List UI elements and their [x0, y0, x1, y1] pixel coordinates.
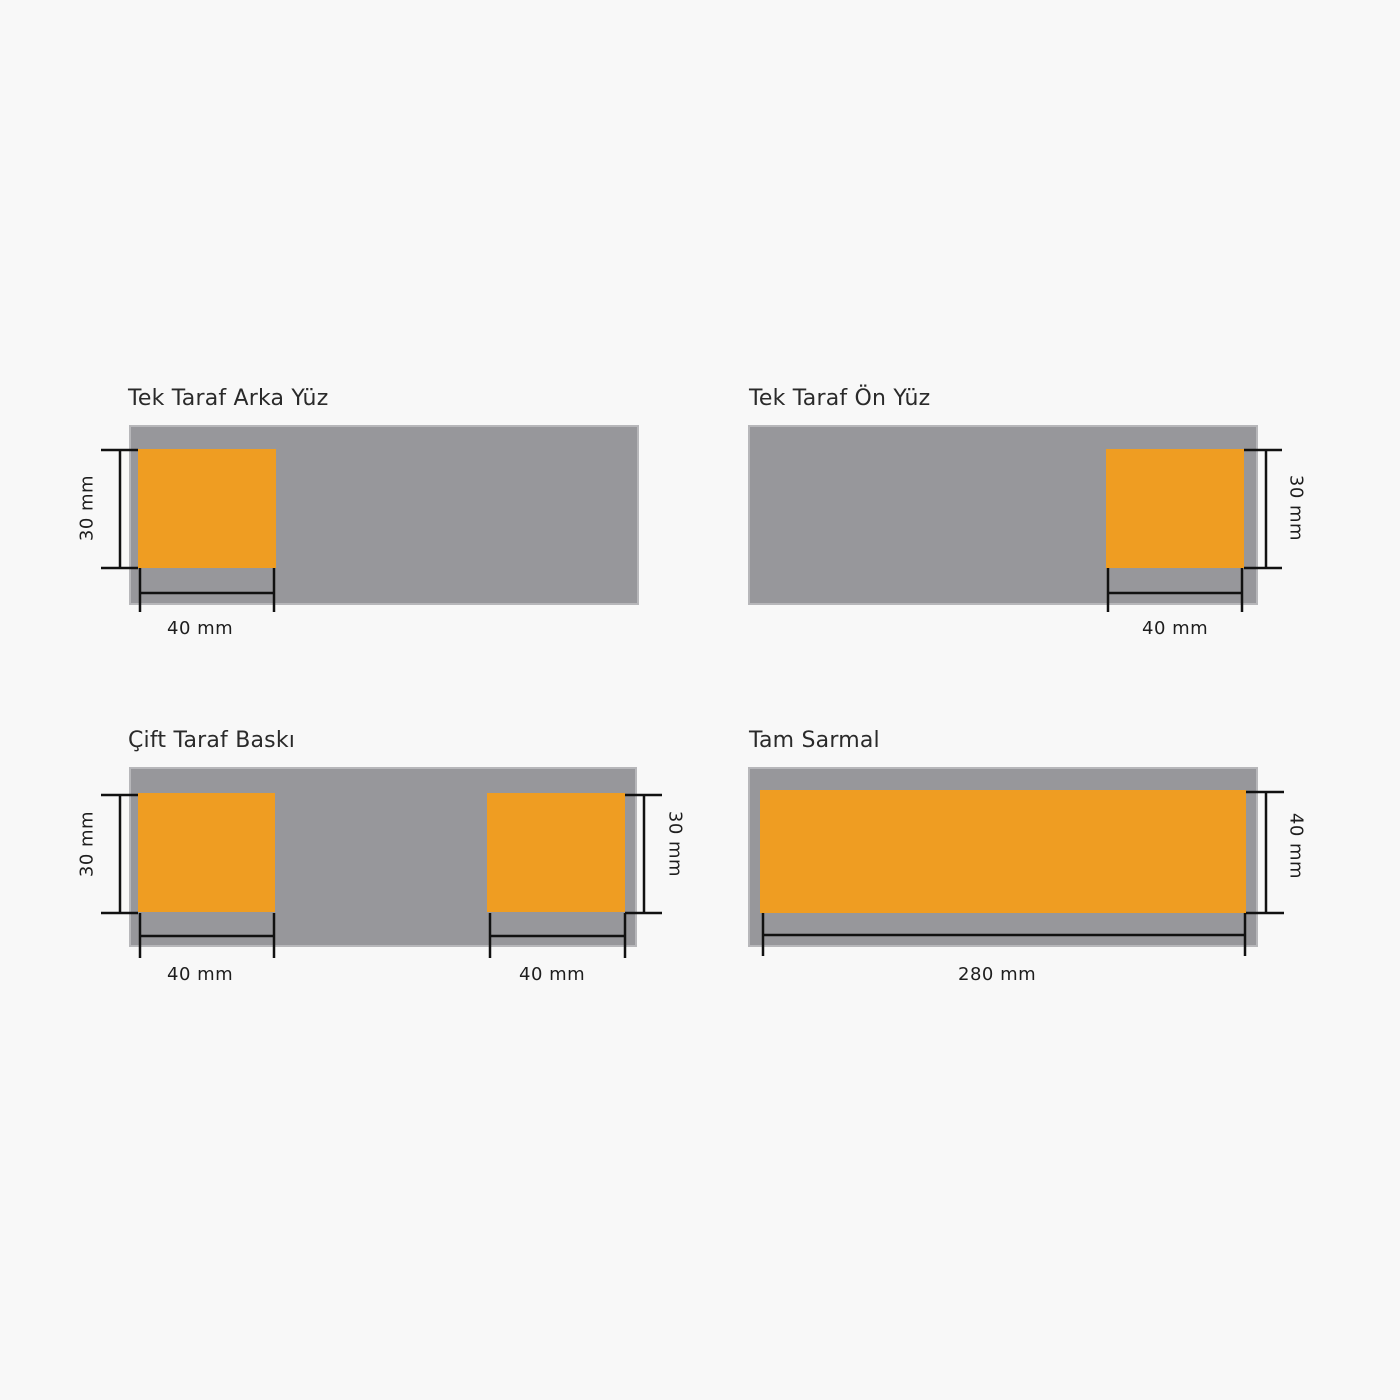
panel-double — [101, 767, 662, 958]
right-height-dimension — [625, 793, 662, 915]
print-area — [1106, 449, 1244, 568]
print-area — [138, 449, 276, 568]
panel-title-front: Tek Taraf Ön Yüz — [749, 386, 931, 411]
panel-title-double: Çift Taraf Baskı — [128, 728, 296, 753]
height-label-double-left: 30 mm — [76, 810, 98, 878]
panel-front — [748, 425, 1282, 612]
height-dimension — [101, 448, 138, 570]
left-width-dimension — [138, 913, 276, 958]
right-width-dimension — [488, 913, 627, 958]
width-label-front: 40 mm — [1142, 618, 1209, 639]
width-dimension — [761, 913, 1247, 956]
height-label-front: 30 mm — [1285, 474, 1307, 542]
panel-title-wrap: Tam Sarmal — [749, 728, 880, 753]
panel-back — [101, 425, 639, 612]
width-label-double-left: 40 mm — [167, 964, 234, 985]
width-dimension — [138, 568, 276, 612]
height-dimension — [1246, 790, 1284, 915]
width-label-double-right: 40 mm — [519, 964, 586, 985]
height-label-back: 30 mm — [76, 474, 98, 542]
height-label-double-right: 30 mm — [664, 810, 686, 878]
height-dimension — [1244, 448, 1282, 570]
width-label-wrap: 280 mm — [958, 964, 1037, 985]
print-area-left — [138, 793, 275, 912]
left-height-dimension — [101, 793, 138, 915]
panel-title-back: Tek Taraf Arka Yüz — [128, 386, 329, 411]
width-dimension — [1106, 568, 1244, 612]
print-area-right — [487, 793, 625, 912]
print-area — [760, 790, 1246, 913]
height-label-wrap: 40 mm — [1285, 812, 1307, 880]
width-label-back: 40 mm — [167, 618, 234, 639]
panel-wrap — [748, 767, 1284, 956]
